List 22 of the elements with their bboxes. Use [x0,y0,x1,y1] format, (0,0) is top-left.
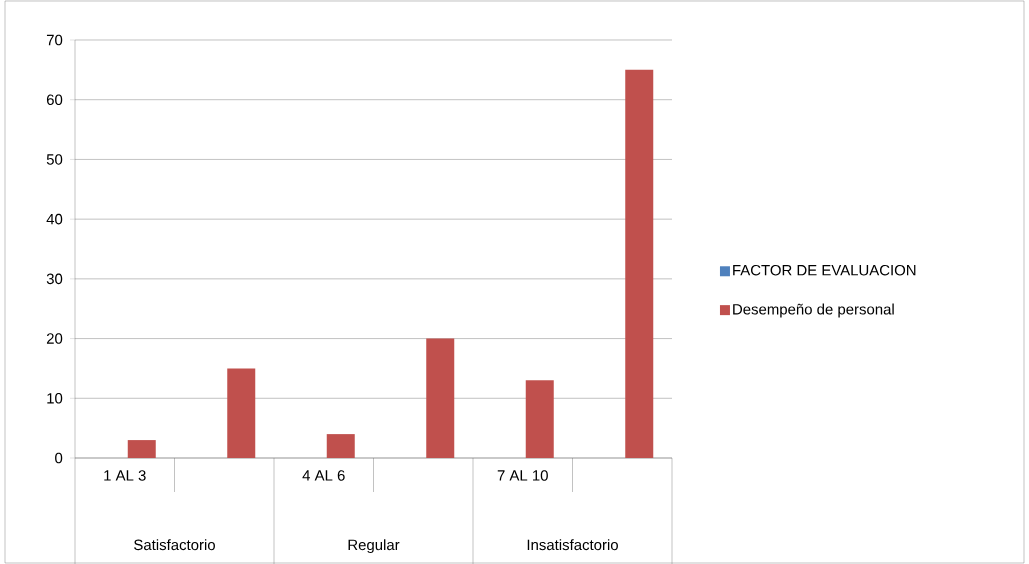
bar [326,434,355,458]
bar [426,338,455,458]
legend-label: FACTOR DE EVALUACION [733,264,916,276]
text: Regular [348,539,400,554]
bar [227,368,256,458]
bar [525,380,554,458]
legend-label: Desempeño de personal [733,303,894,318]
bar [625,69,654,458]
y-tick-label: 20 [46,333,63,344]
y-tick-label: 10 [47,392,63,404]
bar [127,440,156,458]
y-tick-label: 40 [46,213,63,225]
y-tick-label: 70 [46,34,63,46]
x-tick-label: 4 AL 6 [302,470,345,481]
x-tick-label: 1 AL 3 [104,470,146,481]
y-tick-label: 50 [46,154,63,165]
text: Insatisfactorio [527,539,618,551]
y-tick-label: 30 [46,273,63,285]
text: Satisfactorio [134,539,215,551]
y-tick-label: 0 [55,452,63,464]
y-tick-label: 60 [46,94,63,105]
x-tick-label: 7 AL 10 [497,470,548,481]
